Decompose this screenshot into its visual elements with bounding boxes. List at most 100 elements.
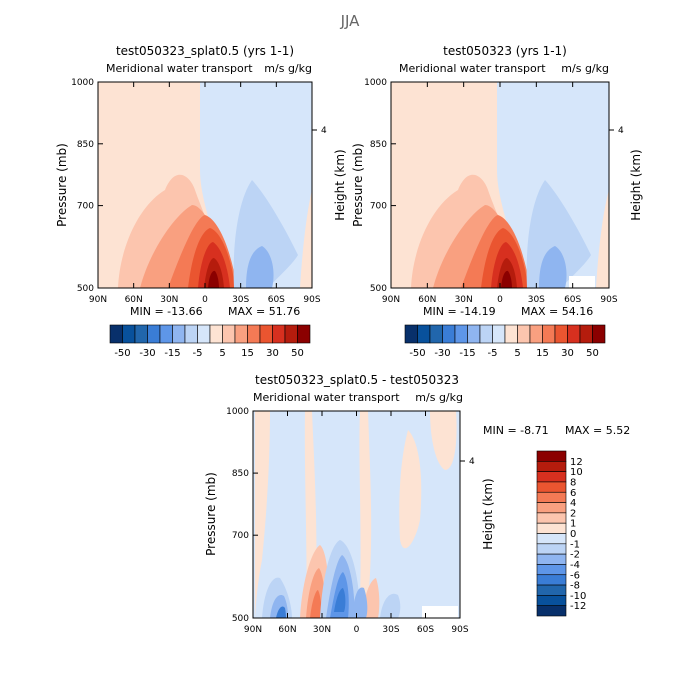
x-tick-label: 90N (89, 295, 107, 305)
x-tick-label: 60N (125, 295, 143, 305)
colorbar-box (184, 324, 198, 344)
colorbar-label: 30 (561, 348, 574, 359)
y-tick-label: 700 (77, 202, 94, 212)
x-tick-label: 90N (244, 625, 262, 635)
colorbar-box (536, 564, 567, 576)
y-axis-label: Pressure (mb) (55, 143, 69, 227)
y2-axis-label: Height (km) (481, 478, 495, 549)
panel-title: test050323_splat0.5 (yrs 1-1) (116, 44, 294, 58)
colorbar-box (529, 324, 543, 344)
field-plot (391, 82, 609, 288)
colorbar-box (134, 324, 148, 344)
x-tick-label: 90N (382, 295, 400, 305)
colorbar-box (536, 553, 567, 565)
colorbar-box (234, 324, 248, 344)
y-tick-label: 500 (232, 614, 249, 624)
panel-subtitle: Meridional water transport (253, 391, 400, 404)
figure-title: JJA (340, 12, 361, 30)
colorbar-box (536, 471, 567, 483)
colorbar-label: 0 (570, 529, 576, 540)
y-tick-label: 850 (232, 469, 249, 479)
colorbar-box (297, 324, 311, 344)
colorbar-label: 8 (570, 477, 576, 488)
x-tick-label: 30N (313, 625, 331, 635)
colorbar-box (536, 522, 567, 534)
x-tick-label: 90S (451, 625, 468, 635)
max-label: MAX = 5.52 (565, 424, 630, 437)
panel-difference: test050323_splat0.5 - test050323 Meridio… (252, 373, 630, 619)
colorbar-label: -50 (114, 348, 130, 359)
colorbar-label: 10 (570, 467, 583, 478)
colorbar-box (536, 502, 567, 514)
colorbar-label: 12 (570, 457, 583, 468)
x-tick-label: 90S (600, 295, 617, 305)
panel-top-right: test050323 (yrs 1-1) Meridional water tr… (390, 44, 610, 289)
x-tick-label: 0 (354, 625, 360, 635)
field-plot (253, 411, 460, 618)
y2-tick-label: 4 (618, 126, 624, 136)
colorbar-box (492, 324, 506, 344)
colorbar-box (536, 491, 567, 503)
y-axis-label: Pressure (mb) (351, 143, 365, 227)
colorbar-box (536, 595, 567, 606)
y-tick-label: 850 (370, 140, 387, 150)
colorbar-label: -8 (570, 581, 580, 592)
colorbar-box (417, 324, 431, 344)
colorbar-label: -6 (570, 570, 580, 581)
min-label: MIN = -8.71 (483, 424, 549, 437)
colorbar-label: 5 (514, 348, 520, 359)
x-tick-label: 30N (160, 295, 178, 305)
colorbar-label: -12 (570, 601, 586, 612)
x-tick-label: 30S (382, 625, 399, 635)
colorbar-box (172, 324, 186, 344)
y-tick-label: 500 (77, 284, 94, 294)
colorbar-label: 30 (266, 348, 279, 359)
colorbar-box (536, 512, 567, 524)
colorbar-box (259, 324, 273, 344)
colorbar-box (536, 450, 567, 462)
panel-title: test050323 (yrs 1-1) (443, 44, 567, 58)
colorbar-box (284, 324, 298, 344)
colorbar-label: -15 (164, 348, 180, 359)
y2-tick-label: 4 (469, 457, 475, 467)
x-tick-label: 30S (528, 295, 545, 305)
colorbar-box (454, 324, 468, 344)
colorbar-box (536, 584, 567, 596)
colorbar-box (442, 324, 456, 344)
x-tick-label: 90S (303, 295, 320, 305)
colorbar-box (247, 324, 261, 344)
x-tick-label: 30N (455, 295, 473, 305)
colorbar-box (272, 324, 286, 344)
panel-units: m/s g/kg (561, 62, 609, 75)
y-tick-label: 850 (77, 140, 94, 150)
colorbar-box (542, 324, 556, 344)
colorbar-box (536, 481, 567, 493)
colorbar-box (579, 324, 593, 344)
y2-tick-label: 4 (321, 126, 327, 136)
colorbar-box (592, 324, 606, 344)
colorbar-label: -10 (570, 591, 586, 602)
colorbar-box (404, 324, 418, 344)
panel-title: test050323_splat0.5 - test050323 (255, 373, 459, 387)
field-plot (98, 82, 312, 288)
y-tick-label: 700 (370, 202, 387, 212)
colorbar-label: -5 (193, 348, 203, 359)
max-label: MAX = 54.16 (521, 305, 593, 318)
colorbar-box (504, 324, 518, 344)
colorbar-box (159, 324, 173, 344)
x-tick-label: 60S (268, 295, 285, 305)
colorbar-box (536, 574, 567, 586)
y-tick-label: 700 (232, 531, 249, 541)
colorbar-box (554, 324, 568, 344)
colorbar-label: -1 (570, 539, 580, 550)
colorbar-label: 2 (570, 508, 576, 519)
colorbar-box (122, 324, 136, 344)
colorbar-label: 15 (241, 348, 254, 359)
y-tick-label: 1000 (364, 78, 387, 88)
colorbar-label: -4 (570, 560, 580, 571)
colorbar-label: 4 (570, 498, 576, 509)
colorbar-box (429, 324, 443, 344)
colorbar-box (109, 324, 123, 344)
chart-marks: 90N 60N 30N 0 30S 60S 90S5007008501000Pressure… (55, 78, 643, 635)
